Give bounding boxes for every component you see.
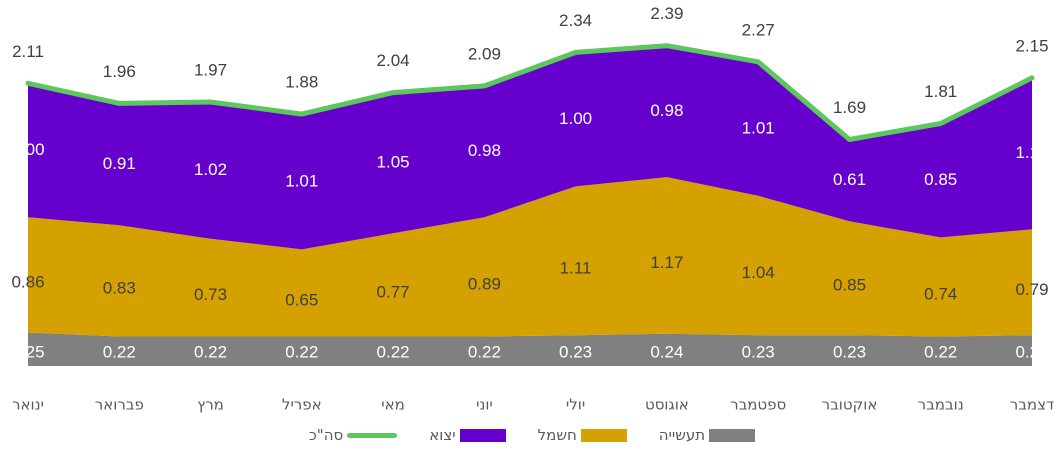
data-label-export: 1.00 [559, 109, 592, 128]
data-label-export: 0.98 [468, 141, 501, 160]
legend-swatch-industry [709, 428, 756, 442]
data-label-industry: 0.23 [742, 342, 775, 361]
areas-layer [28, 45, 1032, 366]
legend-label-export: יצוא [429, 426, 456, 444]
legend-swatch-electricity [580, 428, 627, 442]
data-label-industry: 0.22 [468, 342, 501, 361]
data-label-industry: 0.22 [194, 342, 227, 361]
data-label-total: 1.81 [924, 82, 957, 101]
data-labels-layer: 0.25 0.86 1.00 2.11 0.22 0.83 0.91 1.96 0.22 0.73… [11, 4, 1048, 361]
legend-label-total: סה"כ [308, 426, 344, 444]
data-label-export: 1.02 [194, 160, 227, 179]
data-label-total: 2.39 [650, 4, 683, 23]
data-label-total: 2.15 [1015, 36, 1048, 55]
data-label-total: 2.27 [742, 20, 775, 39]
x-tick-label: מרץ [197, 396, 224, 414]
data-label-electricity: 0.86 [11, 272, 44, 291]
data-label-export: 0.85 [924, 170, 957, 189]
data-label-electricity: 0.83 [103, 278, 136, 297]
data-label-industry: 0.22 [103, 342, 136, 361]
data-label-electricity: 0.85 [833, 276, 866, 295]
data-label-export: 1.01 [742, 118, 775, 137]
data-label-export: 0.61 [833, 170, 866, 189]
data-label-total: 1.96 [103, 62, 136, 81]
x-tick-label: נובמבר [918, 396, 964, 414]
data-label-electricity: 0.79 [1015, 280, 1048, 299]
data-label-total: 2.04 [377, 51, 410, 70]
data-label-industry: 0.22 [285, 342, 318, 361]
legend: סה"כ יצוא חשמל תעשייה [0, 426, 1064, 450]
total-line-layer [25, 43, 1035, 142]
data-label-electricity: 0.77 [377, 282, 410, 301]
x-tick-label: פברואר [95, 396, 144, 414]
x-tick-label: דצמבר [1010, 396, 1054, 414]
data-label-industry: 0.23 [833, 342, 866, 361]
data-label-total: 1.69 [833, 98, 866, 117]
data-label-electricity: 1.04 [742, 263, 775, 282]
data-label-export: 1.13 [1015, 143, 1048, 162]
x-tick-label: ספטמבר [730, 396, 786, 414]
data-label-export: 1.05 [377, 152, 410, 171]
data-label-industry: 0.22 [924, 342, 957, 361]
data-label-total: 2.11 [12, 42, 44, 61]
data-label-industry: 0.22 [377, 342, 410, 361]
x-axis-ticks: ינואר פברואר מרץ אפריל מאי יוני יולי אוגוסט ספטמ… [12, 396, 1054, 414]
legend-item-electricity: חשמל [538, 426, 627, 444]
data-label-total: 1.97 [194, 60, 227, 79]
area-export [28, 45, 1032, 250]
area-electricity [28, 177, 1032, 337]
data-label-electricity: 1.11 [560, 258, 592, 277]
data-label-industry: 0.24 [650, 342, 683, 361]
legend-swatch-export [459, 428, 506, 442]
data-label-electricity: 1.17 [650, 253, 683, 272]
legend-item-industry: תעשייה [658, 426, 756, 444]
data-label-electricity: 0.74 [924, 284, 957, 303]
data-label-industry: 0.23 [559, 342, 592, 361]
legend-label-electricity: חשמל [537, 426, 577, 444]
data-label-total: 2.34 [559, 11, 592, 30]
legend-label-industry: תעשייה [658, 426, 706, 444]
x-tick-label: ינואר [12, 396, 44, 414]
data-label-industry: 0.25 [11, 342, 44, 361]
data-label-electricity: 0.65 [285, 290, 318, 309]
line-total [25, 43, 1035, 142]
data-label-export: 1.01 [285, 171, 318, 190]
x-tick-label: אוגוסט [645, 396, 689, 414]
data-label-total: 2.09 [468, 44, 501, 63]
data-label-export: 1.00 [11, 140, 44, 159]
data-label-electricity: 0.89 [468, 274, 501, 293]
legend-item-total: סה"כ [308, 426, 398, 444]
legend-swatch-total [347, 432, 398, 438]
data-label-export: 0.91 [103, 154, 136, 173]
x-tick-label: יוני [476, 396, 493, 414]
x-tick-label: מאי [381, 396, 405, 414]
x-tick-label: יולי [566, 396, 585, 414]
area-industry [28, 332, 1032, 366]
data-label-industry: 0.23 [1015, 342, 1048, 361]
data-label-electricity: 0.73 [194, 285, 227, 304]
data-label-export: 0.98 [650, 101, 683, 120]
data-label-total: 1.88 [285, 73, 318, 92]
x-tick-label: אפריל [282, 396, 322, 414]
x-tick-label: אוקטובר [822, 396, 878, 414]
legend-item-export: יצוא [429, 426, 506, 444]
